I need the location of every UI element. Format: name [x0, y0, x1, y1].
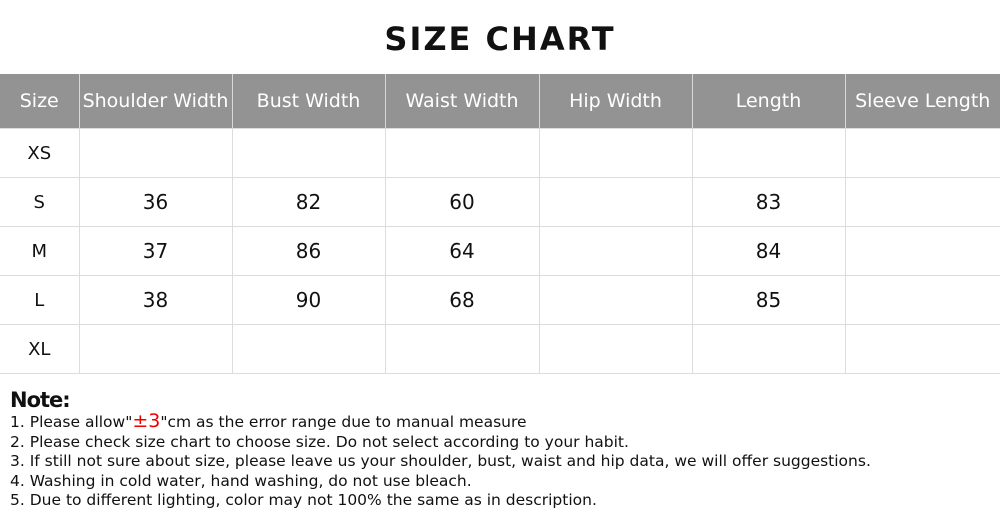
- column-header: Shoulder Width: [78, 74, 232, 129]
- table-row: L 38 90 68 85: [0, 275, 1000, 325]
- note-line: 2. Please check size chart to choose siz…: [10, 432, 629, 451]
- table-cell: [538, 226, 693, 276]
- table-row: M 37 86 64 84: [0, 226, 1000, 276]
- table-cell: 84: [691, 226, 846, 276]
- table-row: XL: [0, 324, 1000, 374]
- table-cell: [384, 324, 540, 374]
- note-line: 5. Due to different lighting, color may …: [10, 491, 597, 509]
- column-header: Waist Width: [384, 74, 539, 129]
- table-row: S 36 82 60 83: [0, 177, 1000, 227]
- table-cell: [538, 324, 693, 374]
- header-row: Size Shoulder Width Bust Width Waist Width H…: [0, 74, 1000, 129]
- table-cell: [691, 128, 846, 178]
- column-header: Hip Width: [538, 74, 692, 129]
- table-cell: [538, 177, 693, 227]
- size-label: S: [0, 177, 80, 227]
- table-cell: 86: [231, 226, 386, 276]
- page-title: SIZE CHART: [384, 20, 616, 58]
- table-cell: 82: [231, 177, 386, 227]
- note-text: "cm as the error range due to manual mea…: [160, 413, 527, 431]
- column-header: Bust Width: [231, 74, 385, 129]
- table-cell: 37: [78, 226, 233, 276]
- table-cell: [231, 324, 386, 374]
- size-table: Size Shoulder Width Bust Width Waist Width H…: [0, 74, 1000, 374]
- table-cell: [844, 128, 1000, 178]
- table-cell: 64: [384, 226, 540, 276]
- table-cell: [844, 324, 1000, 374]
- table-cell: 68: [384, 275, 540, 325]
- table-cell: [844, 275, 1000, 325]
- table-cell: [78, 324, 233, 374]
- table-cell: [844, 226, 1000, 276]
- table-cell: 90: [231, 275, 386, 325]
- table-cell: [78, 128, 233, 178]
- size-label: L: [0, 275, 80, 325]
- table-cell: [231, 128, 386, 178]
- note-line: 4. Washing in cold water, hand washing, …: [10, 471, 472, 490]
- note-line: 3. If still not sure about size, please …: [10, 452, 871, 470]
- tolerance-value: ±3: [132, 410, 161, 432]
- size-label: M: [0, 226, 80, 276]
- table-cell: 60: [384, 177, 540, 227]
- notes-title: Note:: [10, 388, 71, 412]
- table-cell: [384, 128, 540, 178]
- table-row: XS: [0, 128, 1000, 178]
- size-label: XS: [0, 128, 80, 178]
- table-cell: [691, 324, 846, 374]
- table-cell: [538, 275, 693, 325]
- table-cell: 36: [78, 177, 233, 227]
- column-header: Size: [0, 74, 79, 129]
- size-label: XL: [0, 324, 80, 374]
- notes: Note: 1. Please allow"±3"cm as the error…: [10, 388, 871, 511]
- table-cell: 83: [691, 177, 846, 227]
- table-cell: 85: [691, 275, 846, 325]
- column-header: Sleeve Length: [844, 74, 1000, 129]
- table-cell: [844, 177, 1000, 227]
- column-header: Length: [691, 74, 845, 129]
- note-line: 1. Please allow"±3"cm as the error range…: [10, 410, 871, 433]
- table-cell: 38: [78, 275, 233, 325]
- note-text: 1. Please allow": [10, 413, 133, 431]
- table-cell: [538, 128, 693, 178]
